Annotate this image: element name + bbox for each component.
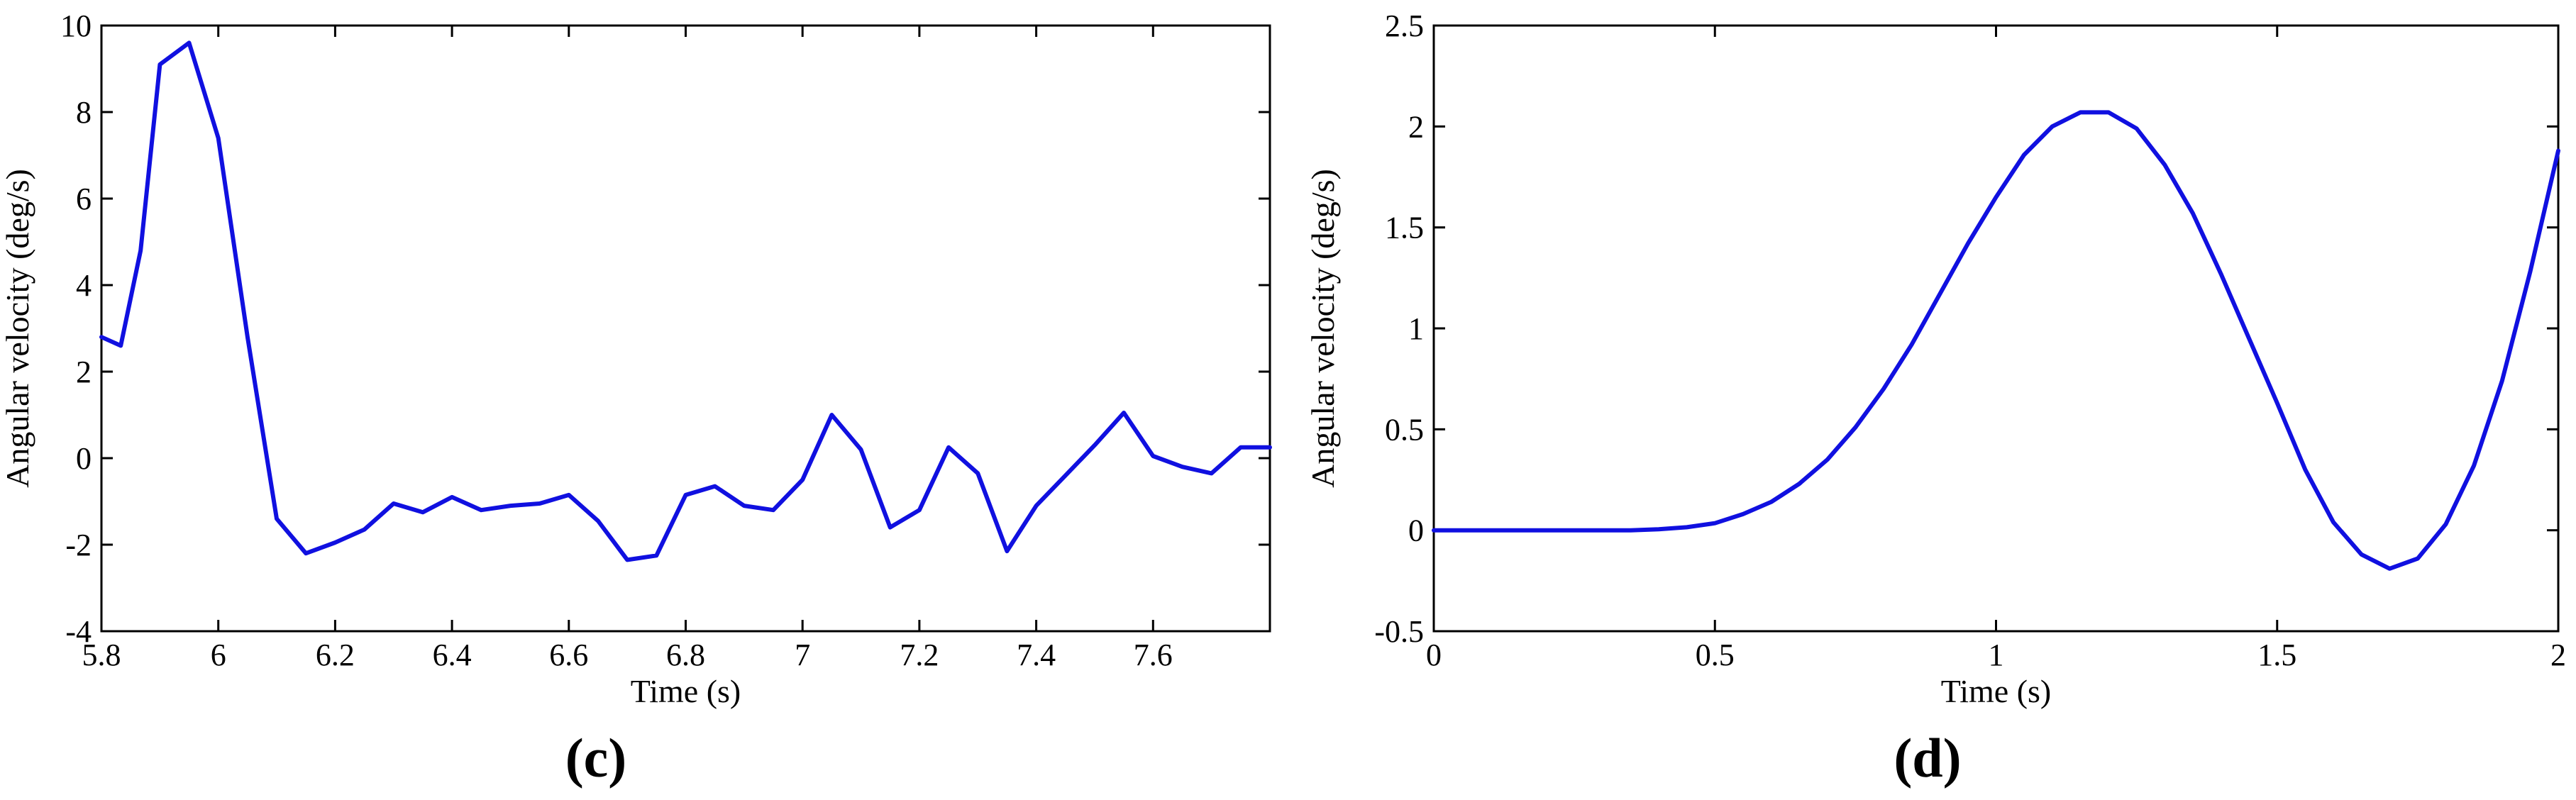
y-tick-label: 0.5: [1385, 412, 1424, 447]
y-tick-label: 2: [1408, 109, 1424, 144]
panel-label: (d): [1894, 727, 1961, 789]
x-tick-label: 7.4: [1017, 638, 1056, 672]
y-tick-label: -0.5: [1374, 614, 1424, 649]
x-axis-label: Time (s): [1941, 673, 2052, 709]
chart-c: 5.8 6 6.2 6.4 6.6 6.8 7 7.2 7.4 7.6 -4 -2 0 2 4 6 8 10 Tim…: [0, 9, 1272, 789]
y-tick-label: 0: [1408, 513, 1424, 548]
x-tick-label: 5.8: [82, 638, 121, 672]
x-tick-label: 6.6: [549, 638, 588, 672]
x-axis-label: Time (s): [631, 673, 741, 709]
x-tick-label: 7.2: [900, 638, 939, 672]
plot-frame: [1432, 24, 2560, 633]
y-tick-label: 2: [76, 355, 92, 389]
y-tick-label: 1: [1408, 311, 1424, 346]
x-tick-label: 1: [1989, 638, 2004, 672]
y-tick-label: 8: [76, 95, 92, 130]
x-tick-label: 6.8: [666, 638, 705, 672]
x-tick-label: 7: [795, 638, 810, 672]
y-tick-label: 4: [76, 268, 92, 303]
y-axis-label: Angular velocity (deg/s): [1305, 169, 1341, 488]
series-line: [99, 40, 1272, 562]
series-line: [1432, 110, 2560, 571]
x-tick-label: 7.6: [1134, 638, 1173, 672]
x-tick-label: 6.4: [433, 638, 472, 672]
y-tick-label: 6: [76, 182, 92, 216]
y-tick-label: 10: [60, 9, 92, 43]
x-tick-label: 1.5: [2257, 638, 2296, 672]
y-tick-label: 2.5: [1385, 9, 1424, 43]
x-tick-label: 6.2: [316, 638, 355, 672]
y-tick-label: -4: [65, 614, 92, 649]
plot-frame: [100, 24, 1271, 633]
x-tick-label: 0: [1426, 638, 1442, 672]
y-tick-label: -2: [65, 528, 92, 562]
x-tick-label: 0.5: [1696, 638, 1735, 672]
y-tick-label: 1.5: [1385, 211, 1424, 245]
x-tick-label: 2: [2550, 638, 2566, 672]
panel-label: (c): [565, 727, 627, 789]
y-axis-label: Angular velocity (deg/s): [0, 169, 35, 488]
y-tick-label: 0: [76, 441, 92, 476]
x-tick-label: 6: [211, 638, 226, 672]
